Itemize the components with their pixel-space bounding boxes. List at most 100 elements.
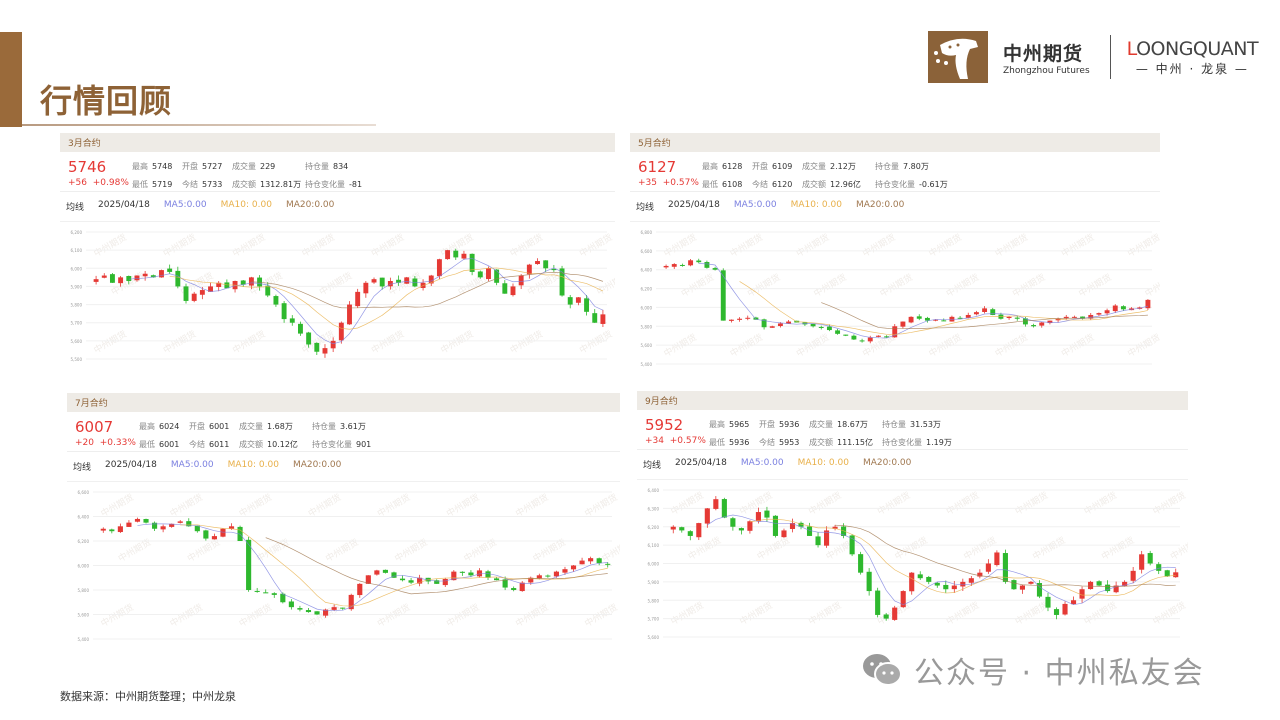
wechat-watermark: 公众号 · 中州私友会 [862,648,1205,692]
candle-body [298,323,303,334]
candle-body [968,578,974,583]
stat-high: 最高 5965 [709,420,750,429]
stat-volume: 成交量 18.67万 [809,420,868,429]
watermark-logo: 中州期货 [662,231,699,259]
watermark-logo: 中州期货 [161,231,198,259]
watermark-logo: 中州期货 [1082,489,1119,517]
candle-body [575,297,581,303]
candle-body [211,536,217,540]
y-tick-label: 5,800 [648,598,660,603]
candle-body [867,337,873,342]
candle-body [248,277,254,286]
candle-body [579,560,585,565]
y-tick-label: 5,600 [71,339,83,344]
watermark-logo: 中州期货 [92,231,129,259]
candle-body [126,522,132,527]
candle-body [314,342,320,352]
watermark-logo: 中州期货 [168,601,205,629]
candle-body [973,312,979,315]
candle-body [297,608,303,610]
candle-body [203,530,209,539]
candle-body [977,572,983,577]
logo-divider [1109,35,1111,79]
watermark-logo: 中州期货 [679,271,716,299]
watermark-logo: 中州期货 [944,271,981,299]
watermark-logo: 中州期货 [438,328,475,356]
y-tick-label: 6,400 [648,488,660,493]
candle-body [442,578,448,586]
candle-body [1045,596,1051,608]
watermark-logo: 中州期货 [237,491,274,519]
ma10-value: MA10: 0.00 [790,200,842,210]
candle-body [1014,317,1020,319]
ma5-line [698,263,1149,339]
candle-body [486,268,491,280]
candle-body [859,340,865,342]
ma20-value: MA20:0.00 [862,458,912,468]
candle-body [933,319,939,321]
watermark-logo: 中州期货 [237,601,274,629]
watermark-logo: 中州期货 [577,231,614,259]
candle-body [1011,580,1017,590]
watermark-logo: 中州期货 [582,491,619,519]
candle-body [849,535,855,555]
y-tick-label: 5,700 [71,321,83,326]
candle-body [526,264,532,275]
candle-body [340,607,346,609]
watermark-logo: 中州期货 [185,536,222,564]
watermark-logo: 中州期货 [1143,271,1160,299]
stat-high: 最高 6024 [139,422,180,431]
candle-body [605,563,611,565]
ma20-line [265,537,608,595]
candle-body [892,607,898,620]
candle-body [379,277,385,287]
watermark-logo: 中州期货 [1125,231,1160,259]
candle-body [330,340,336,349]
contract-header: 5月合约 [630,133,1160,152]
ma-date: 2025/04/18 [98,200,150,210]
candle-body [502,579,508,588]
watermark-logo: 中州期货 [745,271,782,299]
candle-body [159,270,164,278]
candle-body [494,578,500,581]
contract-header: 7月合约 [67,393,620,412]
candle-body [1173,572,1179,578]
candle-body [216,282,222,288]
watermark-logo: 中州期货 [508,231,545,259]
candle-body [536,575,542,579]
candle-body [1096,313,1102,315]
watermark-logo: 中州期货 [444,601,481,629]
candle-body [851,335,857,340]
watermark-logo: 中州期货 [317,270,354,298]
candle-body [596,558,602,564]
watermark-logo: 中州期货 [168,491,205,519]
watermark-logo: 中州期货 [961,534,998,562]
candle-body [917,574,923,579]
watermark-logo: 中州期货 [1151,489,1188,517]
ma10-line [180,524,608,607]
candle-body [117,526,123,533]
watermark-logo: 中州期货 [1099,534,1136,562]
watermark-logo: 中州期货 [161,328,198,356]
candle-body [866,571,872,592]
watermark-logo: 中州期货 [728,231,765,259]
candle-body [934,582,940,586]
watermark-logo: 中州期货 [1082,599,1119,627]
candle-body [806,526,813,536]
watermark-logo: 中州期货 [531,536,568,564]
candle-body [314,611,320,615]
candle-body [169,523,175,527]
candle-body [1164,570,1170,577]
brand-logo: 中州期货 Zhongzhou Futures LOONGQUANT — 中州 ·… [928,31,1259,83]
loongquant-sub: — 中州 · 龙泉 — [1135,61,1249,76]
ma-date: 2025/04/18 [668,200,720,210]
candle-body [835,330,841,334]
quote-summary: 6127 +35 +0.57% 最高 6128 开盘 6109 成交量 2.12万 持仓量 7… [630,152,1160,192]
ma-legend: 均线 2025/04/18 MA5:0.00 MA10: 0.00 MA20:0… [630,192,1160,222]
stat-oi_change: 持仓变化量 1.19万 [882,438,952,447]
stat-oi: 持仓量 7.80万 [875,162,929,171]
candle-body [436,259,442,277]
ma-date: 2025/04/18 [675,458,727,468]
candle-body [713,499,719,509]
